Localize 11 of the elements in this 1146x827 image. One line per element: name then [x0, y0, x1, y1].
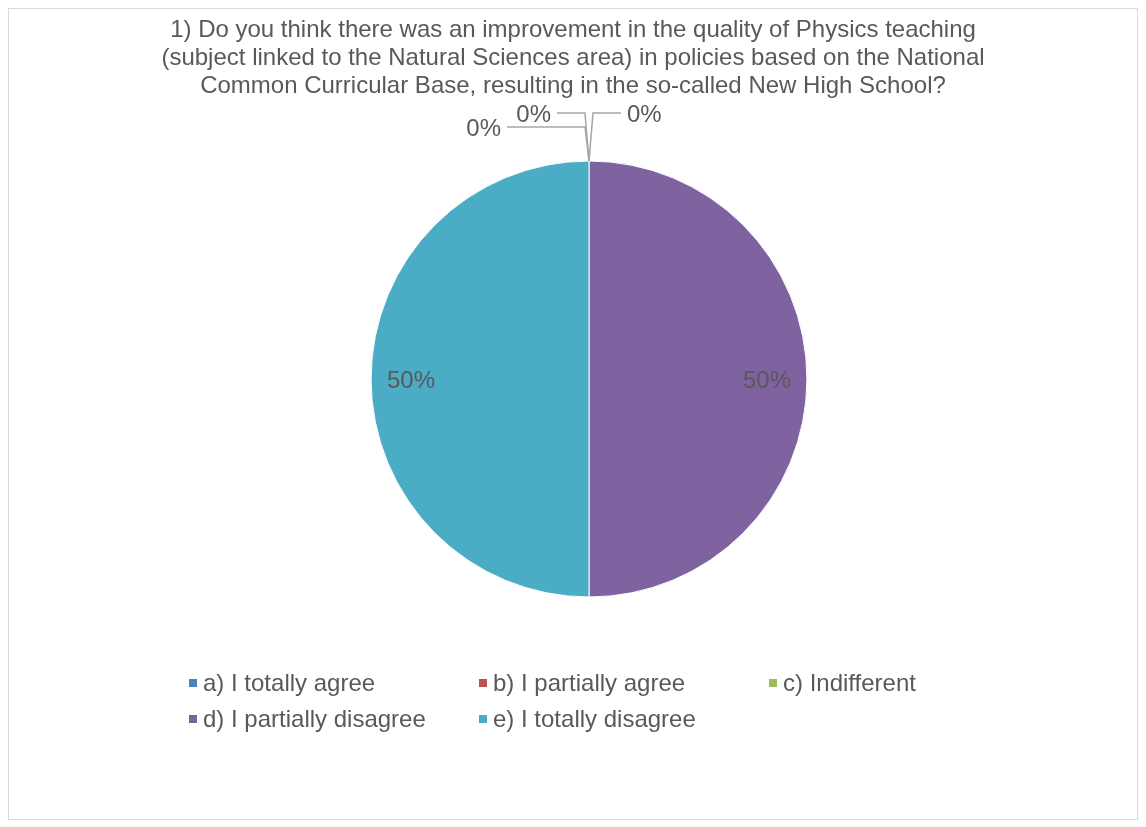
legend-label: e) I totally disagree — [493, 705, 696, 733]
legend-label: c) Indifferent — [783, 669, 916, 697]
chart-title: 1) Do you think there was an improvement in the quality of Physics teaching (subject linked to the Natural Sciences area) in policies based on the National Common Curricular Base, resulting in the so-called New High School? — [160, 15, 986, 99]
text: 0% — [516, 99, 551, 127]
legend-label: d) I partially disagree — [203, 705, 426, 733]
data-label: 50% — [386, 365, 436, 393]
text: 0% — [627, 99, 662, 127]
data-label: 50% — [742, 365, 792, 393]
legend-label: b) I partially agree — [493, 669, 686, 697]
legend-label: a) I totally agree — [203, 669, 376, 697]
text: 0% — [466, 113, 501, 141]
